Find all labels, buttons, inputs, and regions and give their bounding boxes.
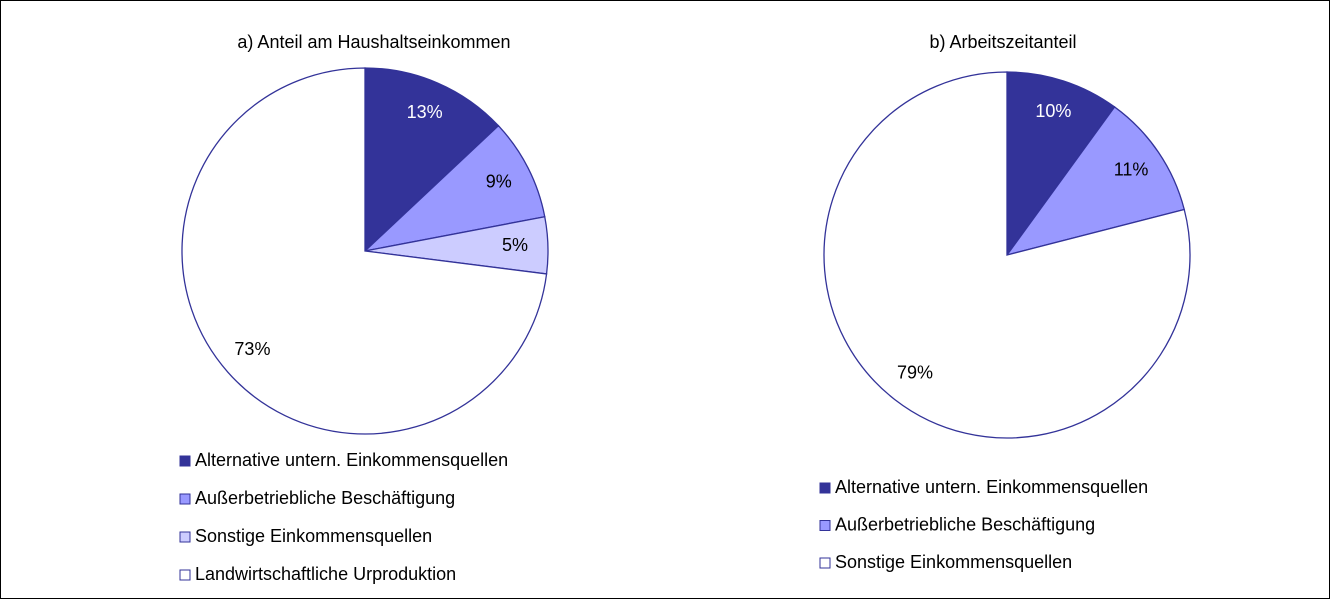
legend-marker bbox=[179, 455, 191, 467]
legend-marker bbox=[179, 569, 191, 581]
legend-marker bbox=[819, 557, 831, 569]
legend-marker bbox=[819, 482, 831, 494]
legend-marker bbox=[179, 531, 191, 543]
data-label: 11% bbox=[1114, 159, 1149, 179]
pie-slice bbox=[181, 67, 548, 435]
legend-label: Sonstige Einkommensquellen bbox=[835, 552, 1072, 572]
pie-slice bbox=[1006, 71, 1116, 258]
data-label: 13% bbox=[407, 102, 443, 122]
legend-label: Außerbetriebliche Beschäftigung bbox=[195, 488, 455, 508]
pie-slice bbox=[364, 67, 500, 253]
pie-slice bbox=[1005, 106, 1186, 257]
legend-marker bbox=[179, 493, 191, 505]
legend-marker bbox=[819, 520, 831, 531]
legend-label: Landwirtschaftliche Urproduktion bbox=[195, 564, 456, 584]
chart-title: a) Anteil am Haushaltseinkommen bbox=[237, 32, 510, 52]
data-label: 5% bbox=[502, 235, 528, 255]
chart-title: b) Arbeitszeitanteil bbox=[929, 32, 1076, 52]
legend-label: Alternative untern. Einkommensquellen bbox=[195, 450, 508, 470]
legend-label: Alternative untern. Einkommensquellen bbox=[835, 477, 1148, 497]
data-label: 9% bbox=[486, 172, 512, 192]
data-label: 73% bbox=[234, 339, 270, 359]
pie-slice bbox=[823, 71, 1191, 439]
data-label: 79% bbox=[897, 362, 933, 382]
legend-label: Außerbetriebliche Beschäftigung bbox=[835, 514, 1095, 534]
pie-slice bbox=[362, 124, 546, 253]
data-label: 10% bbox=[1035, 101, 1071, 121]
legend-label: Sonstige Einkommensquellen bbox=[195, 526, 432, 546]
